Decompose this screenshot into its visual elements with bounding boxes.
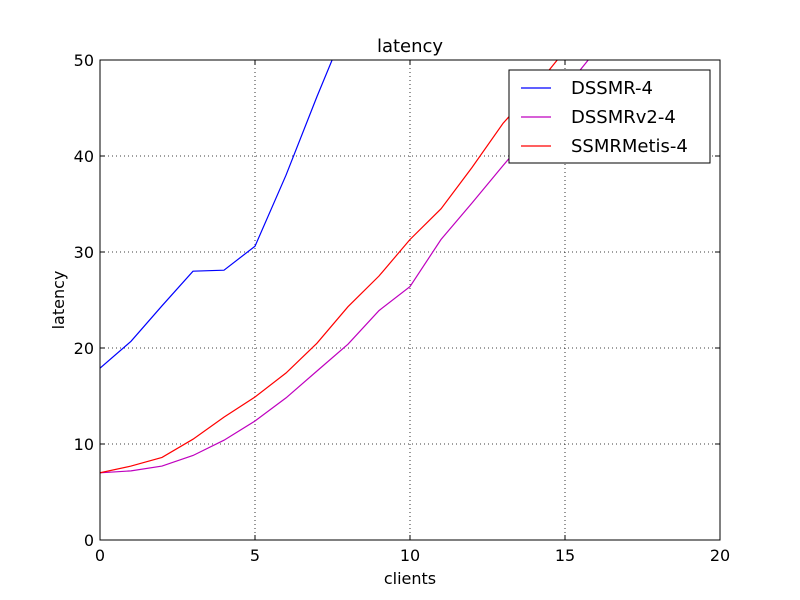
series-line-ssmrmetis-4 (100, 60, 559, 474)
x-tick-label: 5 (250, 546, 260, 565)
x-tick-label: 0 (95, 546, 105, 565)
series-line-dssmr-4 (100, 60, 333, 369)
chart-title: latency (377, 36, 443, 57)
legend: DSSMR-4 DSSMRv2-4 SSMRMetis-4 (508, 69, 711, 164)
y-tick-label: 10 (74, 435, 94, 454)
y-axis-label: latency (49, 271, 68, 330)
legend-label: DSSMRv2-4 (571, 107, 676, 128)
x-axis-label: clients (384, 569, 436, 588)
ticks: 0 5 10 15 20 0 10 20 30 40 50 (74, 51, 731, 565)
x-tick-label: 20 (710, 546, 730, 565)
x-tick-label: 15 (555, 546, 575, 565)
y-tick-label: 0 (84, 531, 94, 550)
y-tick-label: 40 (74, 147, 94, 166)
y-tick-label: 30 (74, 243, 94, 262)
legend-label: SSMRMetis-4 (571, 136, 688, 157)
y-tick-label: 50 (74, 51, 94, 70)
y-tick-label: 20 (74, 339, 94, 358)
x-tick-label: 10 (400, 546, 420, 565)
legend-label: DSSMR-4 (571, 78, 653, 99)
